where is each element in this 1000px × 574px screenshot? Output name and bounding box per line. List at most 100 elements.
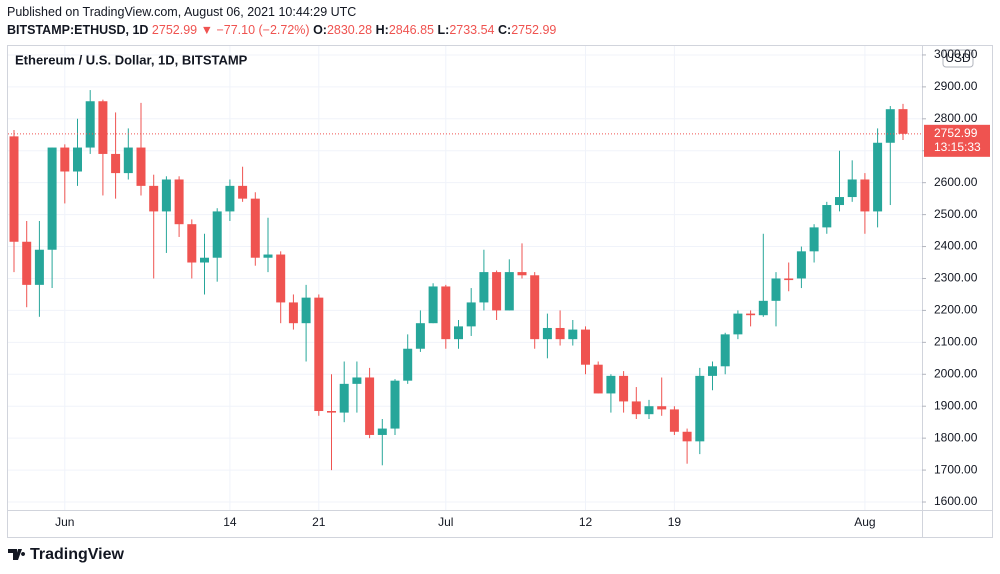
candle-body	[441, 286, 451, 340]
candle-body	[200, 257, 209, 263]
high-label: H:	[375, 23, 389, 37]
candle-body	[657, 406, 667, 410]
logo: TradingView	[8, 546, 125, 563]
candle-body	[758, 300, 768, 316]
countdown: 13:15:33	[934, 140, 981, 154]
candle-body	[85, 101, 95, 148]
currency: USD	[945, 51, 971, 65]
candle-body	[873, 142, 883, 212]
candle-body	[720, 334, 730, 367]
frame	[7, 45, 993, 538]
x-tick-label: 19	[668, 515, 682, 529]
x-tick-label: Jun	[55, 515, 74, 529]
candle-body	[708, 366, 717, 376]
candle-body	[631, 401, 641, 415]
x-tick-label: Jul	[438, 515, 453, 529]
last-price-label: 2752.99	[934, 126, 978, 140]
candle-body	[161, 179, 171, 212]
candle-body	[784, 278, 794, 281]
candle-body	[454, 326, 463, 340]
candle-body	[466, 302, 476, 327]
candle-body	[581, 329, 590, 365]
candle-body	[809, 227, 819, 252]
candle-body	[555, 327, 565, 340]
y-tick-label: 1900.00	[934, 398, 978, 412]
last-price: 2752.99	[151, 23, 198, 37]
candle-body	[238, 185, 248, 199]
candle-body	[682, 431, 692, 442]
candle-body	[492, 272, 502, 311]
candle-body	[517, 272, 527, 276]
candle-body	[733, 313, 743, 335]
candle-body	[98, 101, 108, 154]
candle-body	[212, 211, 222, 258]
candle-body	[73, 147, 82, 172]
candle-body	[9, 136, 19, 242]
candle-body	[47, 147, 57, 250]
candle-body	[746, 313, 756, 316]
candle-body	[377, 428, 387, 435]
candle-body	[847, 179, 857, 198]
chart-title: Ethereum / U.S. Dollar, 1D, BITSTAMP	[15, 52, 248, 67]
high-value: 2846.85	[388, 23, 435, 37]
candle-body	[835, 197, 844, 206]
candle-body	[822, 205, 832, 228]
logo-text: TradingView	[30, 546, 125, 563]
y-tick-label: 2300.00	[934, 271, 978, 285]
candle-body	[123, 147, 133, 174]
published: Published on TradingView.com, August 06,…	[7, 5, 357, 19]
x-tick-label: 12	[579, 515, 593, 529]
candle-body	[619, 375, 629, 402]
y-tick-label: 2400.00	[934, 239, 978, 253]
candle-body	[352, 377, 362, 384]
candle-body	[288, 302, 298, 324]
currency-badge	[942, 49, 974, 68]
candle-body	[327, 411, 336, 413]
candle-body	[301, 297, 311, 324]
candle-body	[796, 251, 806, 279]
candle-body	[149, 185, 159, 212]
quote-line: BITSTAMP:ETHUSD, 1D 2752.99 ▼ −77.10 (−2…	[7, 21, 556, 39]
candle-body	[187, 224, 197, 263]
y-tick-label: 2800.00	[934, 111, 978, 125]
x-tick-label: 21	[312, 515, 326, 529]
y-tick-label: 3000.00	[934, 47, 978, 61]
y-tick-label: 1700.00	[934, 462, 978, 476]
candle-body	[136, 147, 146, 186]
candle-body	[695, 375, 705, 442]
low-value: 2733.54	[449, 23, 495, 37]
header: Published on TradingView.com, August 06,…	[7, 3, 556, 39]
candle-body	[568, 329, 578, 340]
y-tick-label: 1800.00	[934, 430, 978, 444]
candle-body	[314, 297, 324, 412]
y-tick-label: 2100.00	[934, 335, 978, 349]
symbol: BITSTAMP:ETHUSD, 1D	[7, 23, 149, 37]
candle-body	[771, 278, 781, 301]
candle-body	[225, 185, 235, 212]
candle-body	[606, 375, 616, 394]
candle-body	[276, 254, 286, 303]
logo-icon	[8, 549, 26, 560]
candle-body	[669, 409, 679, 432]
candle-body	[22, 241, 32, 285]
arrow: ▼	[200, 23, 213, 37]
candle-body	[479, 272, 489, 303]
y-tick-label: 2200.00	[934, 303, 978, 317]
candle-body	[339, 383, 349, 413]
candle-body	[263, 254, 273, 258]
candle-body	[644, 406, 654, 415]
candle-body	[60, 147, 70, 172]
open-value: 2830.28	[326, 23, 373, 37]
candle-body	[428, 286, 438, 324]
candle-body	[174, 179, 184, 225]
low-label: L:	[437, 23, 450, 37]
published-line: Published on TradingView.com, August 06,…	[7, 3, 556, 21]
y-tick-label: 1600.00	[934, 494, 978, 508]
open-label: O:	[313, 23, 327, 37]
y-tick-label: 2600.00	[934, 175, 978, 189]
candle-body	[860, 179, 870, 212]
candle-body	[111, 153, 121, 174]
candle-body	[403, 348, 413, 381]
candle-body	[390, 380, 400, 429]
